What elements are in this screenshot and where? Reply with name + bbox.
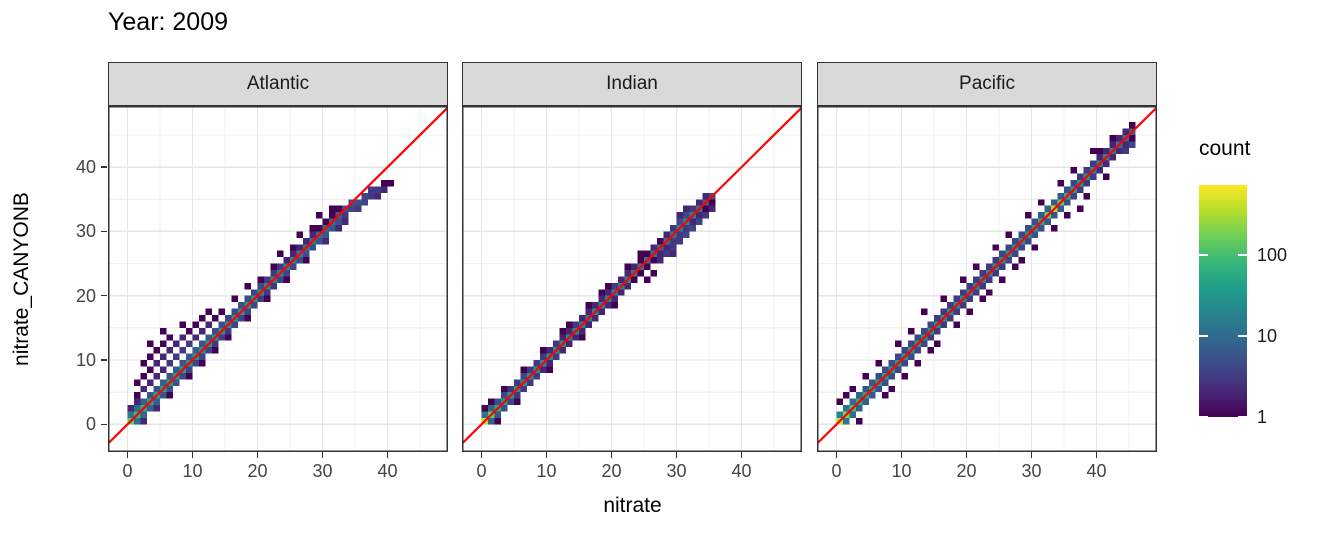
legend-tick-label: 100 — [1257, 244, 1288, 265]
x-axis-title: nitrate — [603, 494, 662, 517]
x-tick-mark — [740, 452, 743, 458]
x-tick-mark — [321, 452, 324, 458]
x-tick-mark — [675, 452, 678, 458]
x-tick-label: 20 — [247, 461, 268, 481]
x-tick-mark — [1095, 452, 1098, 458]
x-tick-label: 0 — [122, 461, 133, 481]
legend-tick-label: 1 — [1257, 407, 1268, 427]
x-tick-label: 30 — [312, 461, 333, 481]
y-tick-label: 40 — [75, 157, 96, 178]
legend-colorbar — [1199, 185, 1247, 417]
x-tick-mark — [191, 452, 194, 458]
x-tick-label: 10 — [536, 461, 557, 481]
facet-strip: Indian — [462, 62, 802, 106]
legend-tick-mark — [1238, 416, 1247, 418]
x-tick-label: 10 — [182, 461, 203, 481]
x-tick-mark — [900, 452, 903, 458]
y-tick-label: 30 — [75, 221, 96, 242]
facet-strip-label: Pacific — [959, 73, 1015, 94]
y-tick-mark — [101, 294, 107, 297]
legend-tick-label: 10 — [1257, 325, 1278, 346]
x-tick-mark — [610, 452, 613, 458]
facet-strip: Pacific — [817, 62, 1157, 106]
x-tick-mark — [480, 452, 483, 458]
x-tick-mark — [545, 452, 548, 458]
facet-panel — [817, 106, 1157, 452]
facet-strip-label: Atlantic — [246, 73, 310, 94]
x-tick-label: 20 — [956, 461, 977, 481]
x-tick-mark — [835, 452, 838, 458]
y-tick-mark — [101, 230, 107, 233]
y-tick-mark — [101, 359, 107, 361]
x-tick-mark — [965, 452, 968, 458]
panel-border — [462, 106, 802, 452]
facet-panel — [462, 106, 802, 452]
identity-line — [817, 106, 1157, 445]
x-tick-label: 40 — [731, 461, 752, 481]
panel-border — [817, 106, 1157, 452]
x-tick-mark — [386, 452, 389, 458]
legend-tick-mark — [1199, 334, 1208, 337]
x-tick-label: 40 — [1086, 461, 1107, 481]
y-tick-mark — [101, 166, 107, 168]
identity-line — [462, 106, 802, 445]
legend-tick-mark — [1238, 253, 1247, 256]
y-tick-mark — [101, 423, 107, 426]
facet-strip-label: Indian — [606, 73, 658, 94]
x-tick-mark — [126, 452, 129, 458]
x-tick-label: 40 — [377, 461, 398, 481]
x-tick-label: 20 — [601, 461, 622, 481]
legend-tick-mark — [1199, 253, 1208, 256]
legend-tick-mark — [1238, 334, 1247, 337]
identity-line — [108, 106, 448, 445]
facet-strip: Atlantic — [108, 62, 448, 106]
y-axis-title: nitrate_CANYONB — [10, 192, 33, 366]
legend-tick-mark — [1199, 416, 1208, 418]
y-tick-label: 0 — [85, 414, 96, 435]
y-tick-label: 20 — [75, 285, 96, 306]
legend-title: count — [1199, 137, 1251, 160]
x-tick-label: 30 — [1021, 461, 1042, 481]
x-tick-label: 0 — [831, 461, 842, 481]
x-tick-mark — [256, 452, 259, 458]
grid-layer — [108, 106, 448, 452]
plot-title: Year: 2009 — [108, 8, 229, 36]
x-tick-label: 0 — [476, 461, 487, 481]
x-tick-label: 10 — [891, 461, 912, 481]
y-tick-label: 10 — [75, 350, 96, 371]
panel-border — [108, 106, 448, 452]
facet-panel — [108, 106, 448, 452]
x-tick-label: 30 — [666, 461, 687, 481]
x-tick-mark — [1030, 452, 1033, 458]
